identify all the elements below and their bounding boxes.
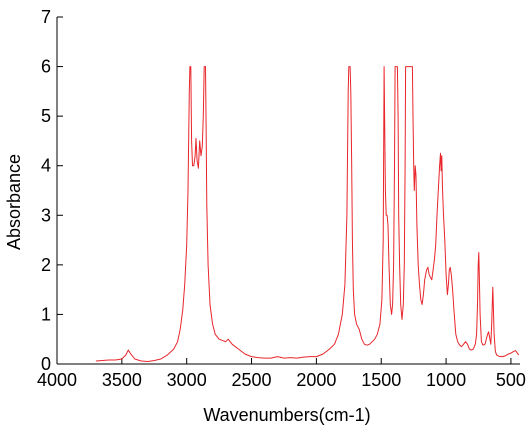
x-tick-label: 1500: [361, 370, 401, 390]
ticks: 0 1 2 3 4 5 6 7 4000 3500 3000 2500 2000 1500 1000 500: [37, 7, 526, 390]
y-tick-label: 2: [41, 255, 51, 275]
y-tick-label: 4: [41, 156, 51, 176]
y-tick-label: 3: [41, 205, 51, 225]
plot-area: [95, 66, 520, 362]
y-tick-label: 5: [41, 106, 51, 126]
x-tick-label: 2500: [232, 370, 272, 390]
y-axis-title: Absorbance: [4, 154, 24, 250]
x-tick-label: 1000: [426, 370, 466, 390]
y-tick-label: 1: [41, 304, 51, 324]
x-tick-label: 2000: [296, 370, 336, 390]
x-axis-title: Wavenumbers(cm-1): [203, 405, 370, 425]
x-tick-label: 3000: [167, 370, 207, 390]
y-tick-label: 0: [41, 354, 51, 374]
x-tick-label: 4000: [37, 370, 77, 390]
x-tick-label: 3500: [102, 370, 142, 390]
y-tick-label: 7: [41, 7, 51, 27]
x-tick-label: 500: [496, 370, 526, 390]
axes: [56, 17, 520, 365]
y-tick-label: 6: [41, 57, 51, 77]
spectrum-line: [95, 66, 520, 362]
